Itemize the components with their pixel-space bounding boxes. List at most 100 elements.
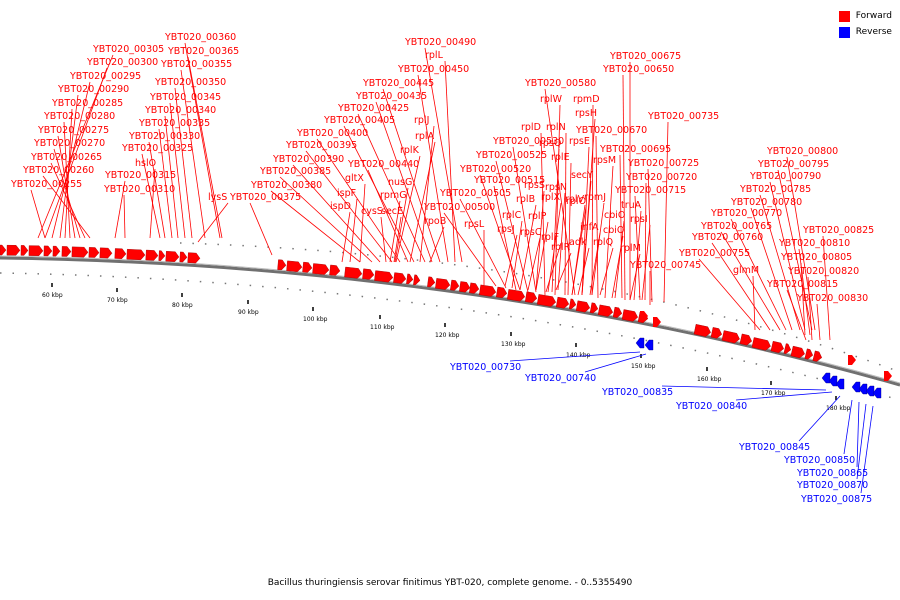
leader-line: [800, 262, 806, 336]
leader-line: [786, 289, 807, 341]
tick-label: 100 kbp: [303, 316, 328, 323]
forward-gene: [277, 259, 287, 271]
forward-gene: [126, 248, 146, 261]
gene-label-forward: YBT020_00295: [69, 71, 141, 82]
gene-label-forward: rplF: [541, 232, 559, 243]
forward-gene: [848, 355, 856, 365]
leader-line: [64, 108, 73, 239]
forward-gene: [790, 345, 805, 359]
gene-label-forward: YBT020_00800: [766, 146, 838, 157]
gene-label-forward: YBT020_00365: [167, 46, 239, 57]
leader-line: [641, 224, 651, 301]
leader-line: [148, 141, 166, 239]
leader-line: [544, 88, 576, 296]
gene-label-forward: rplV: [565, 194, 585, 205]
leader-line: [816, 303, 821, 341]
gene-label-forward: YBT020_00695: [599, 144, 671, 155]
leader-line: [53, 148, 81, 239]
leader-line: [30, 189, 46, 239]
gene-label-forward: rpsS: [524, 180, 545, 191]
leader-line: [599, 247, 614, 296]
forward-gene: [739, 333, 752, 346]
scale-ticks: 60 kbp 70 kbp 80 kbp 90 kbp 100 kbp 110 kbp 12…: [42, 283, 851, 412]
gene-label-forward: nusG: [388, 177, 412, 188]
tick-label: 140 kbp: [566, 352, 591, 359]
legend-reverse-label: Reverse: [855, 27, 892, 37]
leader-line: [292, 164, 381, 263]
tick-label: 120 kbp: [435, 332, 460, 339]
gene-label-forward: rpsL: [464, 219, 485, 230]
leader-line: [509, 351, 641, 362]
leader-line: [604, 165, 614, 299]
leader-line: [114, 180, 126, 239]
forward-gene: [612, 306, 623, 318]
leader-line: [554, 104, 561, 296]
leader-line: [180, 69, 206, 239]
leader-line: [577, 247, 590, 296]
leader-line: [629, 253, 641, 301]
leader-line: [595, 135, 599, 299]
gene-label-forward: YBT020_00280: [43, 111, 115, 122]
leader-line: [357, 113, 426, 263]
forward-gene: [286, 260, 303, 273]
gene-label-forward: YBT020_00355: [160, 59, 232, 70]
leader-line: [359, 183, 366, 263]
leader-line: [711, 242, 771, 331]
leader-line: [63, 121, 71, 239]
gene-label-forward: rpmJ: [584, 192, 606, 203]
leader-line: [591, 202, 605, 296]
gene-label-forward: rplL: [425, 50, 444, 61]
leader-line: [512, 146, 537, 293]
gene-label-forward: YBT020_00450: [397, 64, 469, 75]
gene-label-forward: glmM: [733, 265, 759, 276]
leader-line: [419, 125, 435, 263]
forward-gene: [653, 317, 661, 327]
gene-label-forward: YBT020_00525: [475, 150, 547, 161]
forward-gene: [99, 247, 113, 259]
leader-line: [174, 87, 193, 239]
gene-label-forward: YBT020_00810: [778, 238, 850, 249]
leader-line: [511, 220, 523, 289]
leader-line: [591, 104, 594, 296]
gene-label-reverse: YBT020_00730: [449, 362, 521, 373]
gene-label-forward: YBT020_00290: [57, 84, 129, 95]
gene-label-forward: YBT020_00345: [149, 92, 221, 103]
leader-line: [527, 237, 541, 291]
gene-label-forward: rplX: [541, 192, 561, 203]
leader-line: [495, 160, 529, 293]
gene-label-forward: YBT020_00315: [104, 170, 176, 181]
leader-line: [504, 234, 518, 287]
gene-label-forward: YBT020_00270: [33, 138, 105, 149]
forward-gene: [435, 278, 451, 290]
tick-label: 110 kbp: [370, 324, 395, 331]
leader-line: [661, 385, 827, 391]
gene-label-forward: YBT020_00805: [780, 252, 852, 263]
gene-label-forward: YBT020_00265: [30, 152, 102, 163]
forward-gene: [187, 252, 201, 264]
leader-line: [730, 218, 787, 331]
gene-label-forward: rpmG: [380, 190, 407, 201]
leader-line: [644, 182, 647, 301]
gene-label-forward: rplK: [400, 145, 420, 156]
gene-label-reverse: YBT020_00840: [675, 401, 747, 412]
forward-gene: [88, 247, 100, 258]
leader-line: [519, 204, 537, 291]
gene-label-forward: YBT020_00380: [250, 180, 322, 191]
leader-line: [197, 202, 229, 243]
forward-gene: [344, 266, 363, 279]
gene-label-forward: YBT020_00520: [459, 164, 531, 175]
gene-label-forward: cysS: [361, 206, 383, 217]
forward-gene: [459, 281, 471, 293]
legend-forward-label: Forward: [855, 11, 892, 21]
gene-label-forward: rpsQ: [539, 138, 561, 149]
forward-gene: [362, 268, 375, 280]
gene-label-forward: secY: [571, 170, 593, 181]
reverse-gene: [635, 337, 645, 349]
gene-label-forward: YBT020_00405: [323, 115, 395, 126]
leader-line: [443, 212, 497, 287]
gene-label-forward: YBT020_00330: [128, 131, 200, 142]
reverse-gene: [821, 372, 831, 384]
leader-line: [479, 174, 521, 291]
tick-label: 70 kbp: [107, 297, 128, 304]
gene-label-forward: rplC: [502, 210, 522, 221]
